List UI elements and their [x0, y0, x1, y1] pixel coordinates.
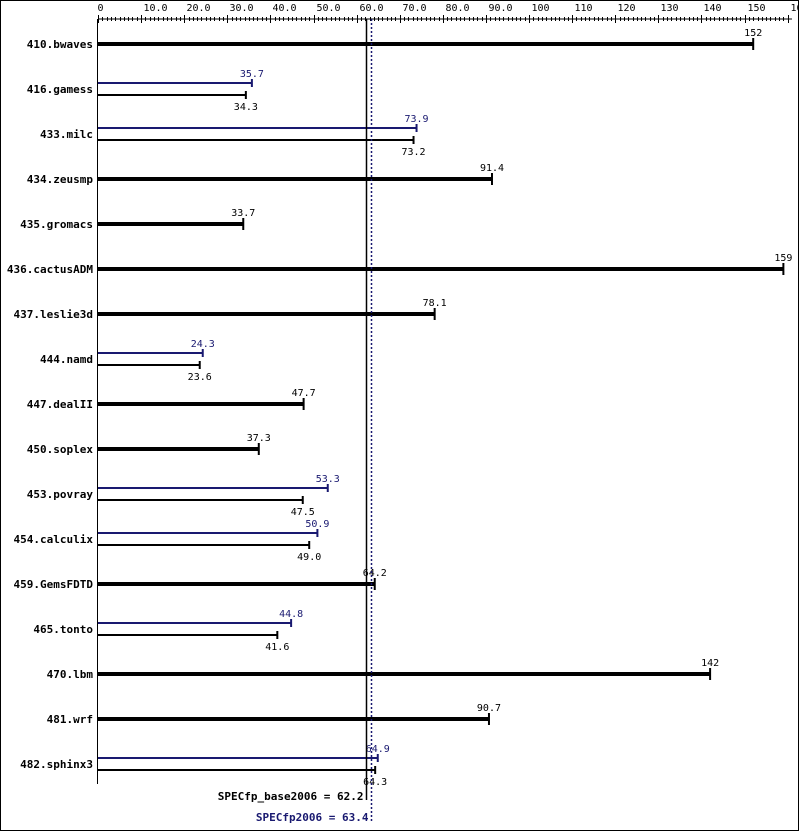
benchmark-label: 434.zeusmp	[27, 173, 94, 186]
benchmark-label: 447.dealII	[27, 398, 93, 411]
benchmark-label: 482.sphinx3	[20, 758, 93, 771]
base-value-label: 23.6	[188, 372, 212, 383]
x-tick-label: 50.0	[317, 3, 341, 14]
benchmark-label: 450.soplex	[27, 443, 94, 456]
x-tick-label: 10.0	[144, 3, 168, 14]
x-tick-label: 150	[748, 3, 766, 14]
benchmark-label: 433.milc	[40, 128, 93, 141]
benchmark-label: 444.namd	[40, 353, 93, 366]
x-tick-label: 130	[661, 3, 679, 14]
x-tick-label: 120	[618, 3, 636, 14]
base-value-label: 90.7	[477, 703, 501, 714]
x-tick-label: 20.0	[187, 3, 211, 14]
x-tick-label: 40.0	[273, 3, 297, 14]
benchmark-label: 410.bwaves	[27, 38, 93, 51]
base-value-label: 91.4	[480, 163, 504, 174]
base-value-label: 47.5	[291, 507, 315, 518]
x-tick-label: 0	[98, 3, 104, 14]
base-value-label: 78.1	[423, 298, 447, 309]
x-tick-label: 70.0	[403, 3, 427, 14]
base-value-label: 47.7	[292, 388, 316, 399]
x-tick-label: 60.0	[360, 3, 384, 14]
x-tick-label: 100	[532, 3, 550, 14]
x-tick-label: 30.0	[230, 3, 254, 14]
base-value-label: 37.3	[247, 433, 271, 444]
base-value-label: 142	[701, 658, 719, 669]
base-value-label: 64.3	[363, 777, 387, 788]
base-value-label: 34.3	[234, 102, 258, 113]
peak-value-label: 73.9	[405, 114, 429, 125]
peak-value-label: 53.3	[316, 474, 340, 485]
reference-lines: SPECfp_base2006 = 62.2 SPECfp2006 = 63.4	[218, 19, 373, 824]
bars: 410.bwaves 152 416.gamess 35.7 34.3 433.milc 7…	[7, 28, 793, 788]
benchmark-label: 465.tonto	[33, 623, 93, 636]
benchmark-label: 481.wrf	[47, 713, 93, 726]
x-tick-label: 90.0	[489, 3, 513, 14]
benchmark-label: 437.leslie3d	[14, 308, 93, 321]
peak-summary-label: SPECfp2006 = 63.4	[256, 811, 369, 824]
base-value-label: 73.2	[401, 147, 425, 158]
peak-value-label: 64.9	[366, 744, 390, 755]
base-value-label: 41.6	[265, 642, 289, 653]
benchmark-label: 459.GemsFDTD	[14, 578, 94, 591]
benchmark-label: 453.povray	[27, 488, 94, 501]
x-tick-label: 80.0	[446, 3, 470, 14]
x-tick-label: 160	[791, 3, 799, 14]
peak-value-label: 35.7	[240, 69, 264, 80]
benchmark-label: 470.lbm	[47, 668, 94, 681]
base-value-label: 49.0	[297, 552, 321, 563]
benchmark-label: 416.gamess	[27, 83, 93, 96]
peak-value-label: 24.3	[191, 339, 215, 350]
peak-value-label: 44.8	[279, 609, 303, 620]
x-tick-label: 110	[575, 3, 593, 14]
benchmark-label: 436.cactusADM	[7, 263, 93, 276]
base-value-label: 159	[774, 253, 792, 264]
base-value-label: 152	[744, 28, 762, 39]
benchmark-label: 435.gromacs	[20, 218, 93, 231]
peak-value-label: 50.9	[305, 519, 329, 530]
base-value-label: 64.2	[363, 568, 387, 579]
x-axis: 0 10.0 20.0 30.0 40.0 50.0 60.0 70.0 80.0 90.0 100…	[97, 3, 799, 784]
benchmark-label: 454.calculix	[14, 533, 94, 546]
x-tick-label: 140	[704, 3, 722, 14]
base-summary-label: SPECfp_base2006 = 62.2	[218, 790, 364, 803]
base-value-label: 33.7	[231, 208, 255, 219]
